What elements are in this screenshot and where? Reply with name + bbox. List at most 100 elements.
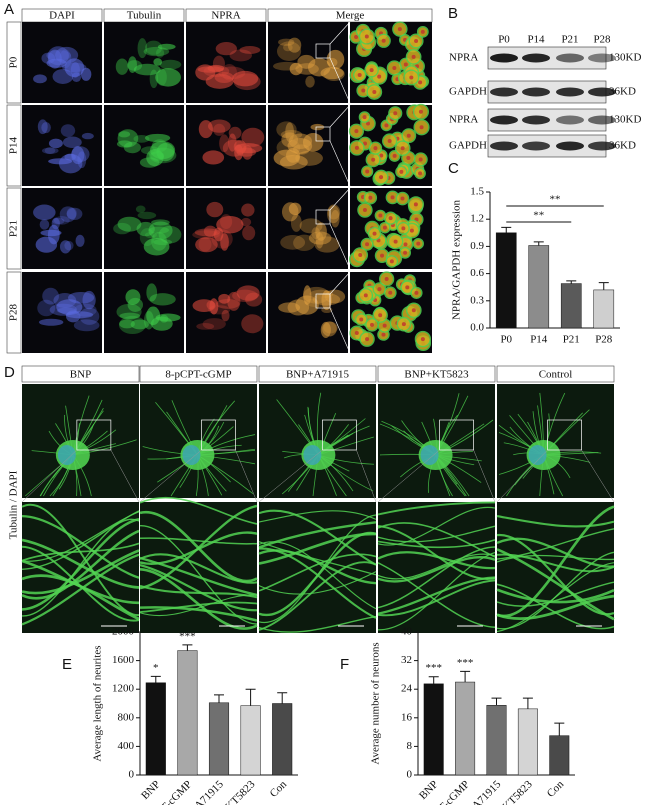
panel-label: C <box>448 160 459 177</box>
zoom-line <box>329 140 351 187</box>
band <box>588 87 616 97</box>
nucleus <box>390 195 395 200</box>
tissue <box>150 141 176 160</box>
neurite <box>496 581 615 607</box>
nucleus <box>365 169 370 174</box>
tissue <box>280 235 306 250</box>
tissue <box>150 151 165 161</box>
error-bar <box>150 675 161 683</box>
panel-label: F <box>340 656 349 673</box>
tissue <box>158 225 182 244</box>
tissue <box>46 58 67 68</box>
tissue <box>59 240 72 254</box>
nucleus <box>365 337 370 342</box>
zoom-line <box>356 449 377 503</box>
tissue <box>312 293 341 306</box>
tissue <box>213 123 226 136</box>
nucleus <box>369 68 374 73</box>
neurite <box>139 525 258 625</box>
nucleus <box>420 337 425 342</box>
column-header-box <box>496 365 615 383</box>
y-tick-label: 16 <box>401 711 413 723</box>
lane-label: P21 <box>561 34 578 46</box>
nucleus <box>387 139 392 144</box>
nucleus <box>382 225 387 230</box>
tissue <box>48 138 63 149</box>
tissue <box>130 319 149 330</box>
nucleus <box>354 145 359 150</box>
tissue <box>232 289 258 303</box>
neurite <box>21 503 140 617</box>
neurite <box>377 553 496 580</box>
bar <box>495 232 517 329</box>
tissue <box>276 41 302 62</box>
x-tick-label: P0 <box>500 334 512 346</box>
zoom-line <box>329 223 351 270</box>
error-bar <box>522 697 533 709</box>
tissue <box>71 146 85 165</box>
band <box>556 53 584 63</box>
lane-label: P14 <box>527 34 545 46</box>
nucleus <box>363 141 368 146</box>
neurite <box>496 528 615 560</box>
y-tick-label: 1.2 <box>470 213 484 225</box>
nucleus <box>354 129 359 134</box>
neurite <box>377 546 496 609</box>
panel-label: D <box>4 364 15 381</box>
tissue <box>123 141 141 154</box>
tissue <box>232 70 259 87</box>
neurite <box>139 606 258 622</box>
tissue <box>46 50 71 61</box>
blot-protein: NPRA <box>449 114 478 126</box>
neurite <box>377 525 496 543</box>
micrograph <box>268 188 348 269</box>
nucleus <box>362 208 367 213</box>
tissue <box>42 287 59 305</box>
tissue <box>137 211 157 220</box>
tissue <box>194 228 221 237</box>
row-header-box <box>6 187 22 270</box>
tissue <box>79 307 100 325</box>
tissue <box>241 314 264 334</box>
tissue <box>33 204 56 221</box>
tissue <box>64 240 74 251</box>
nucleus <box>379 175 384 180</box>
nucleus <box>384 277 389 282</box>
zoom-line <box>329 271 351 295</box>
tissue <box>211 229 233 249</box>
tissue <box>202 318 226 330</box>
neurite <box>21 529 140 600</box>
tissue <box>39 219 50 230</box>
nucleus <box>411 54 416 59</box>
nucleus <box>411 308 416 313</box>
nucleus <box>380 253 385 258</box>
blot-protein: GAPDH <box>449 140 487 152</box>
significance: *** <box>179 630 196 642</box>
micrograph <box>22 384 139 498</box>
nucleus <box>392 153 397 158</box>
zoom-line <box>377 449 440 503</box>
neurite <box>139 556 258 597</box>
panel-label: B <box>448 5 458 22</box>
tissue <box>157 43 176 50</box>
tissue <box>133 63 161 76</box>
error-bar <box>554 722 565 736</box>
tissue <box>37 119 48 135</box>
tissue <box>73 319 100 332</box>
tissue <box>82 290 96 310</box>
tissue <box>320 321 331 338</box>
nucleus <box>364 34 369 39</box>
band <box>490 115 518 125</box>
bar <box>272 703 293 776</box>
tissue <box>139 157 160 168</box>
neurite <box>496 534 615 616</box>
tissue <box>195 64 216 81</box>
column-header: BNP <box>70 369 91 381</box>
tissue <box>52 69 74 84</box>
neurite <box>377 552 496 631</box>
bar <box>145 682 166 776</box>
tissue <box>38 318 64 326</box>
tissue <box>280 130 303 140</box>
tissue <box>228 126 242 140</box>
zoom-line <box>235 449 258 503</box>
